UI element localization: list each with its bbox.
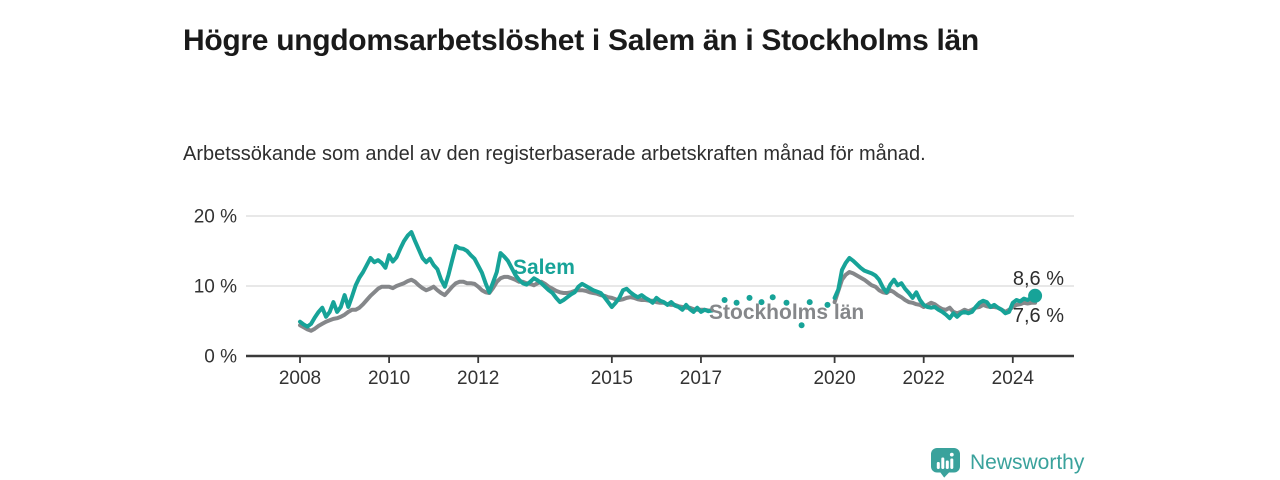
newsworthy-bubble-chart-icon — [931, 448, 960, 478]
salem-series-label: Salem — [513, 256, 575, 279]
x-tick-label: 2012 — [457, 368, 499, 389]
x-tick-label: 2022 — [903, 368, 945, 389]
salem-line — [298, 230, 715, 329]
salem-gap-dot — [806, 299, 813, 306]
stockholm-series-label: Stockholms län — [709, 301, 864, 324]
salem-gap-dot — [746, 294, 753, 301]
x-tick-label: 2008 — [279, 368, 321, 389]
salem-gap-dot — [733, 299, 740, 306]
x-tick-label: 2015 — [591, 368, 633, 389]
x-tick-label: 2010 — [368, 368, 410, 389]
x-axis: 2008 2010 2012 2015 2017 2020 2022 2024 — [246, 354, 1074, 389]
page-title: Högre ungdomsarbetslöshet i Salem än i S… — [183, 24, 979, 58]
brand-name: Newsworthy — [970, 450, 1085, 474]
gridlines: 0 % 10 % 20 % — [194, 207, 1074, 368]
salem-gap-dot — [721, 297, 728, 303]
salem-gap-dot — [769, 294, 776, 301]
salem-gap-dot — [758, 299, 765, 306]
x-tick-label: 2017 — [680, 368, 722, 389]
x-tick-label: 2024 — [992, 368, 1035, 389]
stockholms-l-n-line — [298, 274, 715, 333]
salem-gap-dot — [783, 299, 790, 306]
salem-gap-dot — [798, 322, 805, 329]
y-tick-label: 10 % — [194, 277, 237, 298]
y-tick-label: 0 % — [204, 347, 237, 368]
salem-end-value-label: 8,6 % — [1013, 268, 1064, 290]
salem-end-marker — [1028, 288, 1043, 303]
y-tick-label: 20 % — [194, 207, 237, 228]
salem-gap-dot — [824, 301, 831, 308]
chart-subtitle: Arbetssökande som andel av den registerb… — [183, 143, 926, 165]
series-lines — [298, 230, 1043, 333]
stockholm-end-value-label: 7,6 % — [1013, 305, 1064, 327]
newsworthy-logo[interactable]: Newsworthy — [930, 447, 1084, 478]
x-tick-label: 2020 — [813, 368, 855, 389]
salem-line — [832, 256, 1038, 321]
